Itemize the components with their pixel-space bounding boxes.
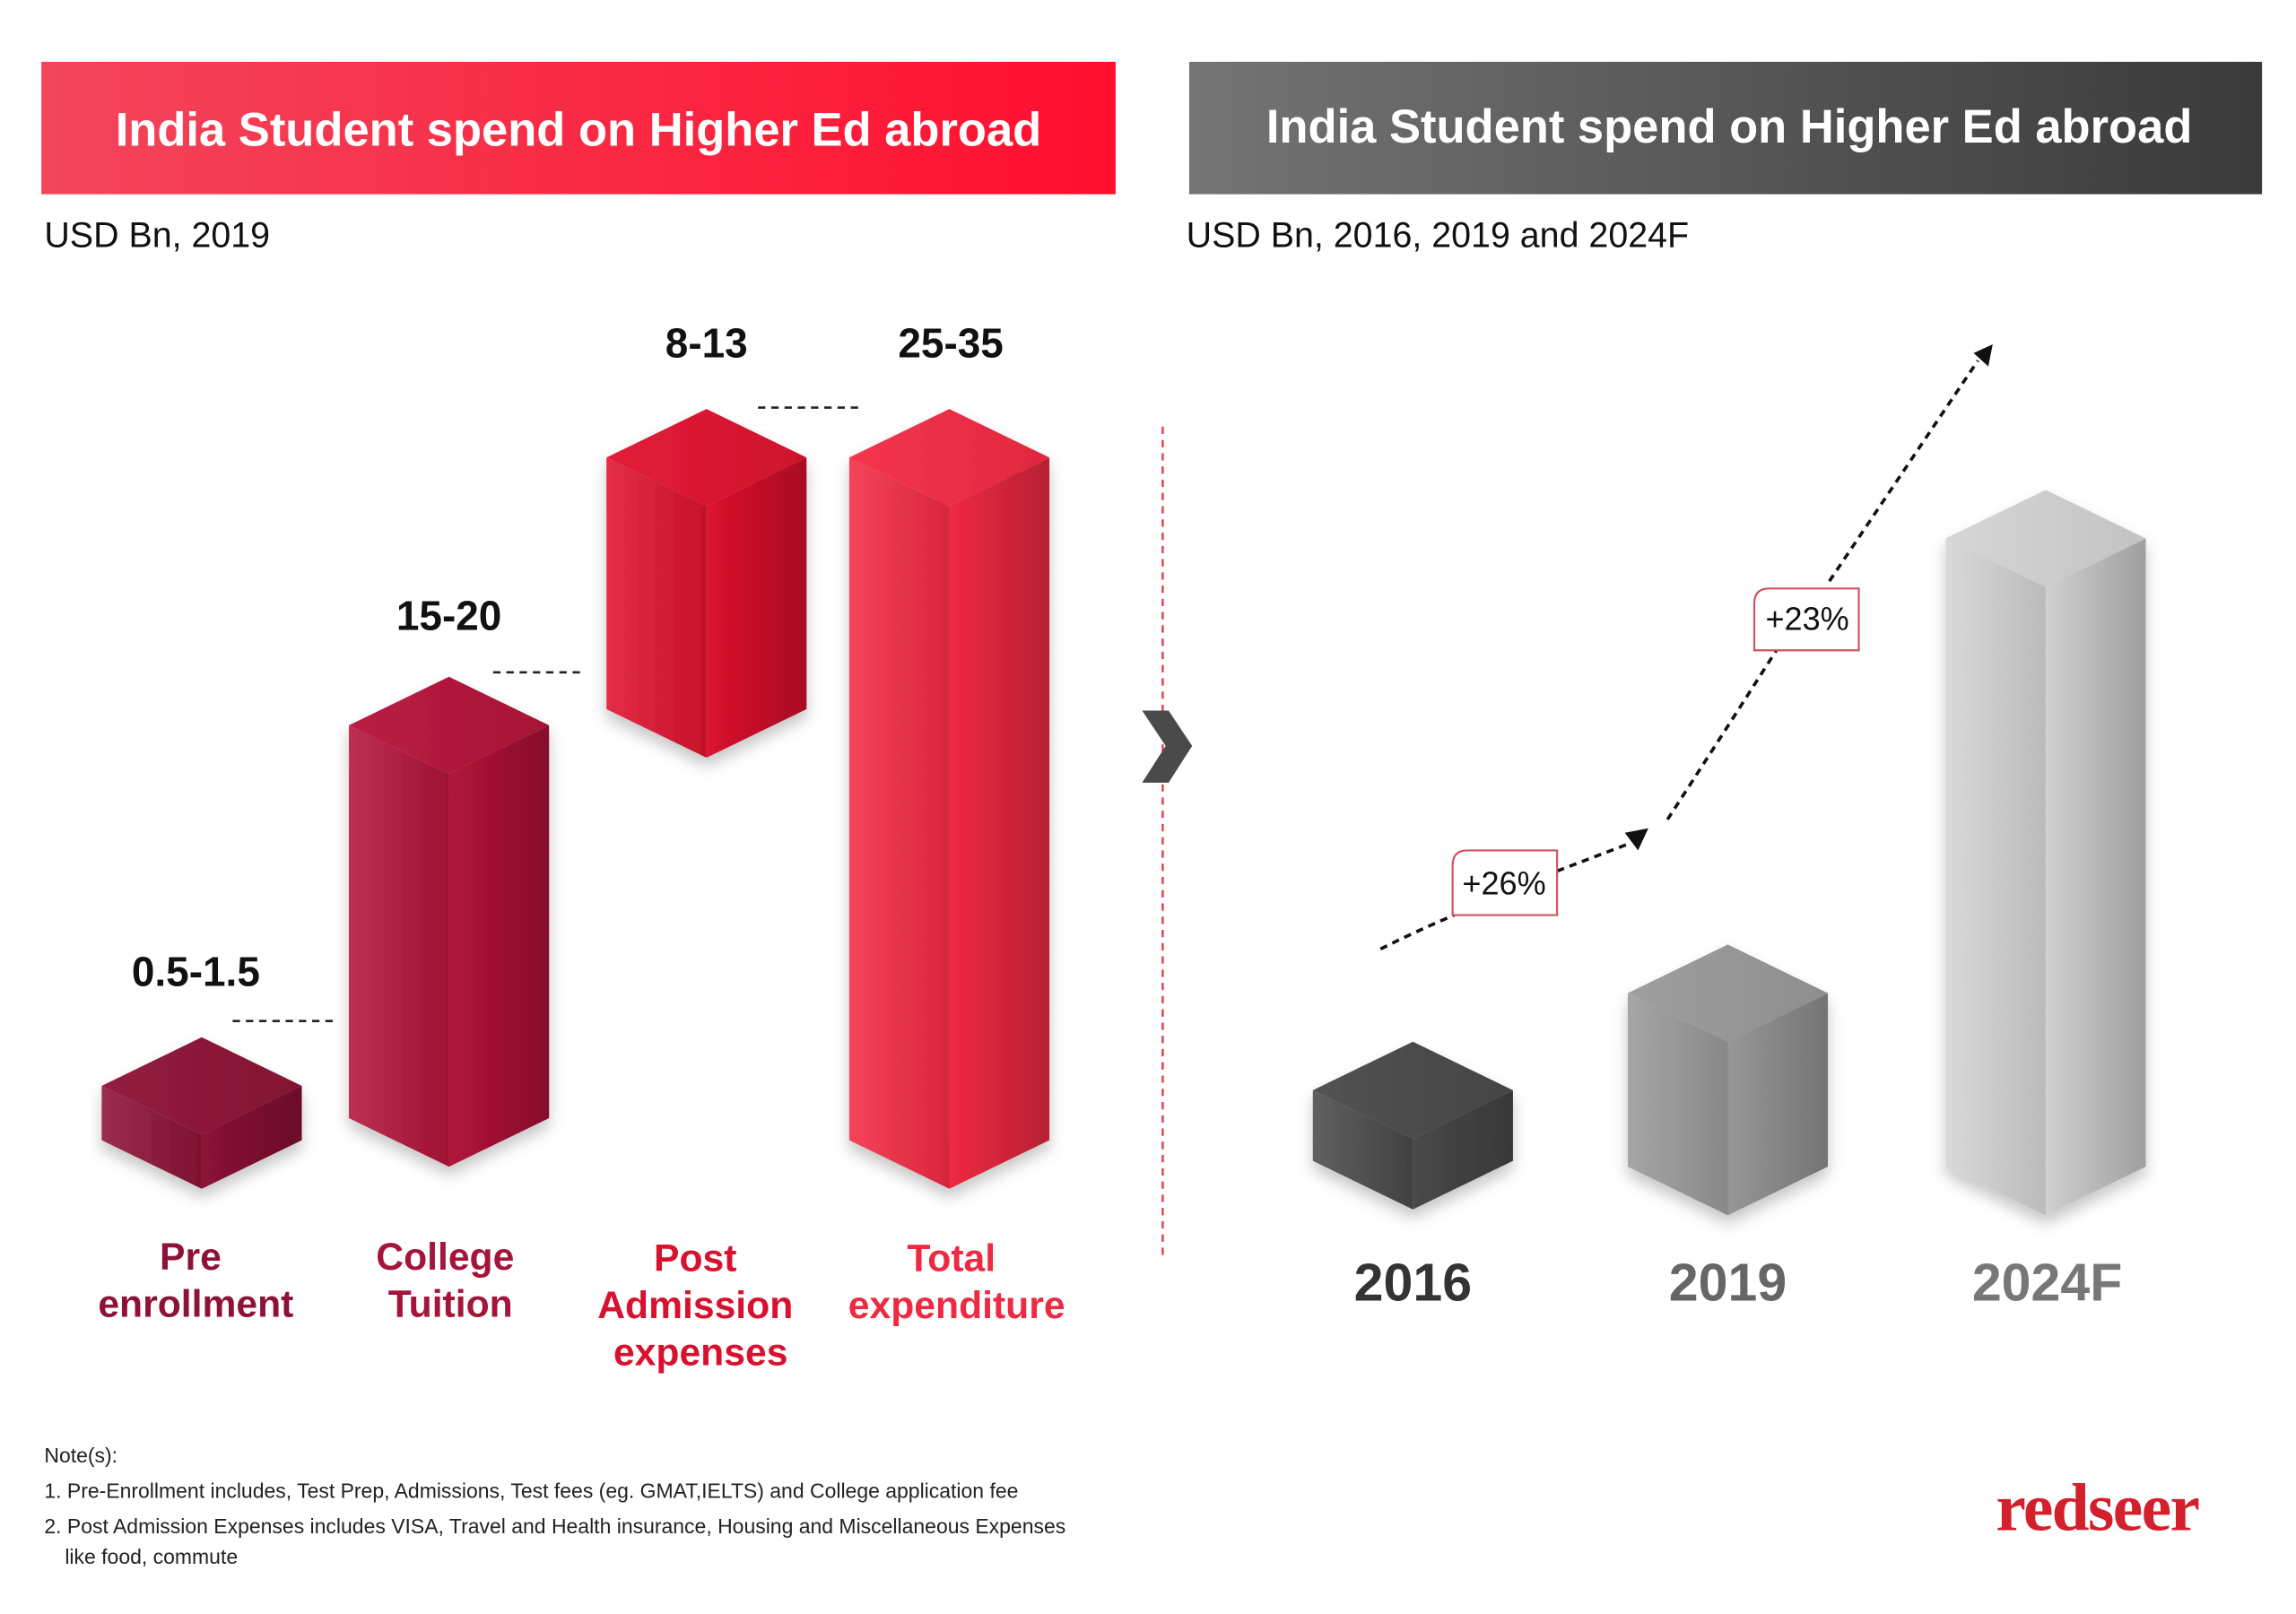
bar-2019-right-face xyxy=(1727,993,1829,1216)
value-label-pre-enrollment: 0.5-1.5 xyxy=(132,948,260,994)
bar-2019 xyxy=(1627,944,1829,1216)
trend-arrow xyxy=(1379,359,1979,950)
category-label-pre-enrollment: Pre enrollment xyxy=(98,1236,293,1326)
bar-2024f xyxy=(1945,490,2146,1216)
bar-total-expenditure-right-face xyxy=(949,457,1050,1189)
bar-total-expenditure-top-face xyxy=(848,409,1050,507)
bar-2016 xyxy=(1312,1041,1513,1210)
bar-2016-left-face xyxy=(1312,1089,1413,1210)
value-label-college-tuition: 15-20 xyxy=(396,592,502,638)
bar-college-tuition-left-face xyxy=(349,725,449,1167)
left-title: India Student spend on Higher Ed abroad xyxy=(116,103,1042,156)
value-label-post-admission: 8-13 xyxy=(665,320,748,367)
right-chart xyxy=(1312,490,2146,1216)
bar-post-admission-right-face xyxy=(706,457,807,759)
category-label-college-tuition: College Tuition xyxy=(376,1236,525,1326)
svg-text:like food, commute: like food, commute xyxy=(65,1545,238,1568)
left-header: India Student spend on Higher Ed abroad xyxy=(41,61,1116,195)
arrowhead-icon xyxy=(1973,343,1993,367)
bar-2024f-left-face xyxy=(1945,538,2046,1216)
svg-text:1. Pre-Enrollment includes, Te: 1. Pre-Enrollment includes, Test Prep, A… xyxy=(44,1479,1018,1502)
bar-2024f-right-face xyxy=(2045,538,2146,1216)
arrowhead-icon xyxy=(1624,828,1648,851)
bar-pre-enrollment xyxy=(101,1037,302,1189)
bar-2016-right-face xyxy=(1413,1089,1513,1210)
bar-college-tuition-right-face xyxy=(448,725,550,1167)
bar-total-expenditure-left-face xyxy=(848,457,950,1189)
bar-2019-left-face xyxy=(1627,993,1728,1216)
notes: Note(s): 1. Pre-Enrollment includes, Tes… xyxy=(44,1444,1065,1568)
year-label-2016: 2016 xyxy=(1354,1254,1472,1313)
category-label-post-admission: Post Admission expenses xyxy=(597,1237,804,1375)
right-title: India Student spend on Higher Ed abroad xyxy=(1266,100,2193,153)
svg-text:+23%: +23% xyxy=(1765,600,1848,637)
growth-badge-2019-2024f: +23% xyxy=(1752,587,1860,652)
trend-segment xyxy=(1379,913,1455,950)
year-label-2019: 2019 xyxy=(1669,1254,1787,1313)
left-chart xyxy=(101,409,1050,1189)
value-label-total: 25-35 xyxy=(898,320,1004,367)
bar-pre-enrollment-right-face xyxy=(201,1085,302,1189)
redseer-logo: redseer xyxy=(1996,1471,2198,1545)
left-subtitle: USD Bn, 2019 xyxy=(44,216,270,256)
trend-segment xyxy=(1665,649,1779,820)
svg-text:+26%: +26% xyxy=(1462,865,1545,902)
bar-college-tuition xyxy=(349,676,550,1167)
chevron-right-icon xyxy=(1142,710,1193,783)
bar-college-tuition-top-face xyxy=(349,676,550,775)
growth-badge-2016-2019: +26% xyxy=(1451,849,1559,916)
bar-2024f-top-face xyxy=(1945,490,2146,587)
svg-text:Note(s):: Note(s): xyxy=(44,1444,117,1467)
right-subtitle: USD Bn, 2016, 2019 and 2024F xyxy=(1187,216,1689,256)
bar-2016-top-face xyxy=(1312,1041,1513,1140)
category-label-total: Total expenditure xyxy=(848,1237,1065,1328)
trend-segment xyxy=(1828,359,1979,583)
waterfall-connectors xyxy=(232,406,865,1023)
trend-segment xyxy=(1556,841,1631,873)
svg-text:2. Post Admission Expenses inc: 2. Post Admission Expenses includes VISA… xyxy=(44,1514,1065,1538)
bar-post-admission-top-face xyxy=(606,409,807,507)
bar-post-admission-left-face xyxy=(606,457,707,759)
bar-post-admission xyxy=(606,409,807,759)
bar-pre-enrollment-left-face xyxy=(101,1085,202,1189)
right-header: India Student spend on Higher Ed abroad xyxy=(1188,61,2263,195)
year-label-2024f: 2024F xyxy=(1972,1254,2122,1313)
bar-total-expenditure xyxy=(848,409,1050,1189)
